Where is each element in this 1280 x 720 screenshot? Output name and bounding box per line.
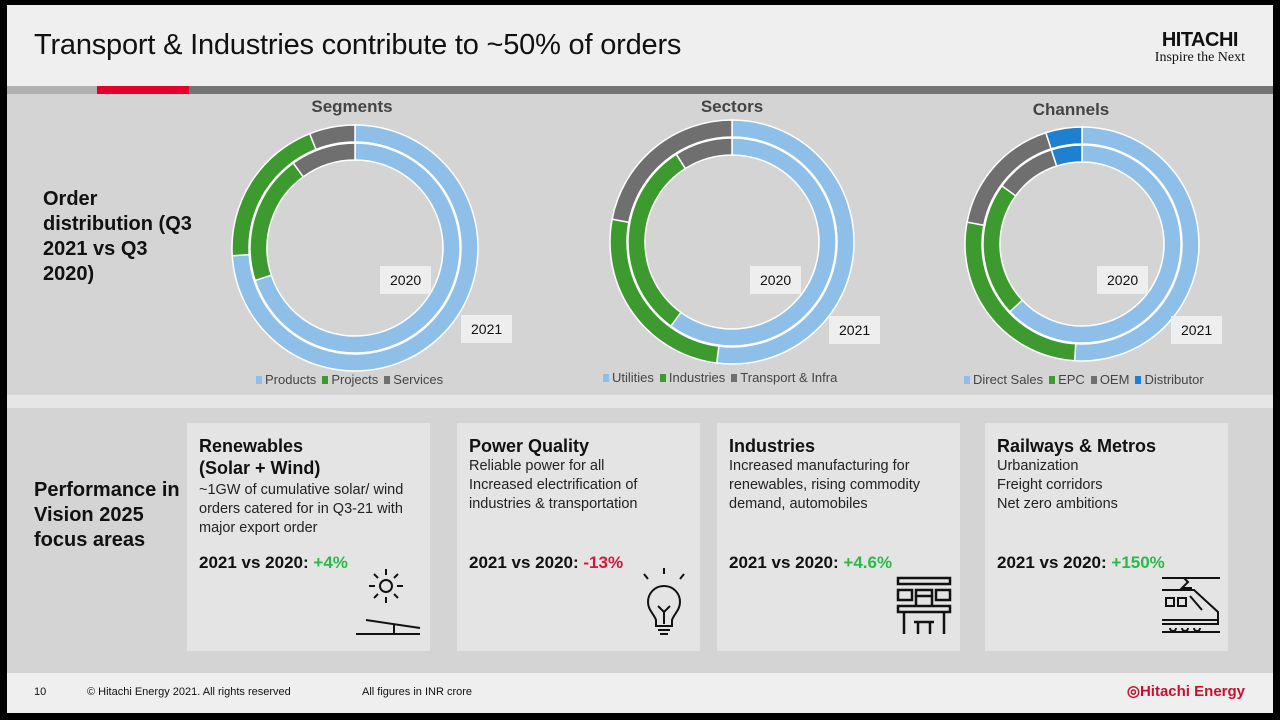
- chart-title: Segments: [311, 97, 393, 116]
- chart-legend: Direct Sales EPC OEM Distributor: [958, 372, 1204, 387]
- hitachi-logo: HITACHI Inspire the Next: [1154, 29, 1245, 65]
- header: Transport & Industries contribute to ~50…: [7, 5, 1273, 86]
- card-title: Renewables (Solar + Wind): [199, 436, 321, 478]
- card-text: Increased manufacturing for renewables, …: [729, 458, 920, 512]
- kpi-comparison: 2021 vs 2020: +150%: [997, 553, 1165, 573]
- kpi-label: 2021 vs 2020:: [997, 553, 1112, 572]
- footer: 10 © Hitachi Energy 2021. All rights res…: [7, 673, 1273, 713]
- series-label-2021: 2021: [1171, 316, 1223, 344]
- accent-bar-red: [97, 86, 189, 94]
- legend-item: OEM: [1099, 372, 1130, 387]
- chart-legend: Utilities Industries Transport & Infra: [597, 370, 837, 385]
- focus-area-card: Railways & Metros Urbanization Freight cor…: [985, 423, 1228, 651]
- donut-slice-2021-transport-infra: [611, 119, 733, 224]
- card-text: Reliable power for all: [469, 458, 605, 474]
- kpi-comparison: 2021 vs 2020: -13%: [469, 553, 623, 573]
- donut-slice-2021-distributor: [1044, 126, 1083, 150]
- hitachi-energy-logo: ◎Hitachi Energy: [1126, 683, 1245, 700]
- focus-area-card: Industries Increased manufacturing for re…: [717, 423, 960, 651]
- factory-icon: [894, 574, 954, 641]
- series-label-2020: 2020: [380, 266, 432, 294]
- kpi-label: 2021 vs 2020:: [469, 553, 584, 572]
- donut-slice-2020-products: [254, 142, 461, 354]
- legend-swatch: [384, 376, 391, 384]
- kpi-value: +150%: [1111, 553, 1165, 572]
- legend-item: EPC: [1058, 372, 1085, 387]
- legend-swatch: [322, 376, 329, 384]
- chart-title: Sectors: [700, 97, 764, 116]
- page-number: 10: [34, 686, 47, 698]
- legend-item: Projects: [331, 372, 379, 387]
- card-text: Freight corridors: [997, 477, 1103, 493]
- kpi-value: +4.6%: [843, 553, 893, 572]
- chart-title: Channels: [1032, 100, 1110, 119]
- donut-slice-2020-transport-infra: [675, 137, 733, 170]
- legend-item: Products: [265, 372, 317, 387]
- legend-item: Utilities: [612, 370, 654, 385]
- card-title: Railways & Metros: [997, 436, 1157, 456]
- legend-swatch: [1049, 376, 1056, 384]
- card-title: Industries: [729, 436, 816, 456]
- chart-legend: Products Projects Services: [250, 372, 443, 387]
- card-text: Net zero ambitions: [997, 496, 1118, 512]
- copyright: © Hitachi Energy 2021. All rights reserv…: [87, 686, 291, 698]
- kpi-comparison: 2021 vs 2020: +4%: [199, 553, 348, 573]
- page-title: Transport & Industries contribute to ~50…: [34, 29, 682, 61]
- legend-item: Industries: [668, 370, 726, 385]
- kpi-value: -13%: [583, 553, 624, 572]
- card-title: Power Quality: [469, 436, 590, 456]
- legend-item: Transport & Infra: [740, 370, 838, 385]
- kpi-label: 2021 vs 2020:: [729, 553, 844, 572]
- train-icon: [1160, 576, 1222, 641]
- kpi-comparison: 2021 vs 2020: +4.6%: [729, 553, 892, 573]
- legend-swatch: [731, 374, 738, 382]
- kpi-value: +4%: [313, 553, 348, 572]
- focus-area-card: Power Quality Reliable power for all Incre…: [457, 423, 700, 651]
- legend-item: Services: [393, 372, 444, 387]
- solar-panel-icon: [354, 564, 424, 641]
- footnote: All figures in INR crore: [362, 686, 473, 698]
- series-label-2020: 2020: [1097, 266, 1149, 294]
- legend-swatch: [1135, 376, 1142, 384]
- card-text: ~1GW of cumulative solar/ wind orders ca…: [199, 482, 404, 536]
- legend-swatch: [1090, 376, 1097, 384]
- light-bulb-icon: [634, 564, 694, 641]
- order-distribution-label: Order distribution (Q3 2021 vs Q3 2020): [43, 188, 192, 285]
- donut-slice-2020-services: [292, 142, 356, 178]
- legend-swatch: [256, 376, 262, 384]
- accent-bar-dark: [189, 86, 1273, 94]
- legend-swatch: [603, 374, 609, 382]
- legend-item: Distributor: [1144, 372, 1204, 387]
- accent-bar-light: [7, 86, 97, 94]
- kpi-label: 2021 vs 2020:: [199, 553, 314, 572]
- card-text: Urbanization: [997, 458, 1079, 474]
- legend-item: Direct Sales: [973, 372, 1044, 387]
- performance-label: Performance in Vision 2025 focus areas: [34, 479, 180, 551]
- donut-slice-2020-distributor: [1050, 144, 1083, 167]
- donut-slice-2021-services: [308, 124, 356, 151]
- divider: [7, 395, 1273, 408]
- legend-swatch: [964, 376, 970, 384]
- series-label-2020: 2020: [750, 266, 802, 294]
- series-label-2021: 2021: [829, 316, 881, 344]
- legend-swatch: [659, 374, 666, 382]
- card-text: Increased electrification of industries …: [469, 477, 638, 512]
- focus-area-card: Renewables (Solar + Wind) ~1GW of cumulat…: [187, 423, 430, 651]
- series-label-2021: 2021: [461, 315, 513, 343]
